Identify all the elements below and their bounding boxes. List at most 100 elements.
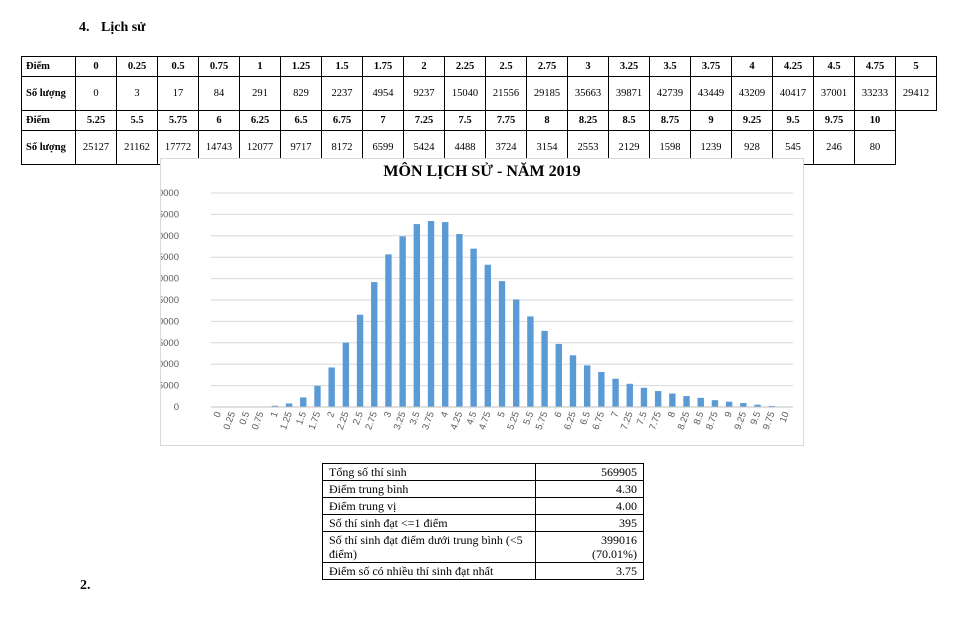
bar [442, 222, 449, 407]
x-tick-label: 9.5 [748, 410, 763, 426]
count-cell: 246 [813, 130, 855, 165]
y-tick-label: 10000 [161, 359, 179, 370]
x-tick-label: 2.25 [335, 410, 352, 431]
count-cell: 29185 [526, 76, 568, 111]
y-tick-label: 50000 [161, 188, 179, 199]
history-score-chart: MÔN LỊCH SỬ - NĂM 2019 05000100001500020… [160, 158, 804, 446]
bar [541, 330, 548, 407]
count-cell: 829 [280, 76, 322, 111]
score-cell: 8.75 [649, 110, 691, 131]
count-cell: 43209 [731, 76, 773, 111]
score-cell: 6.75 [321, 110, 363, 131]
summary-value: 399016 (70.01%) [535, 531, 644, 563]
x-tick-label: 8.25 [676, 410, 693, 431]
summary-label: Điểm trung vị [322, 497, 536, 515]
count-cell: 29412 [895, 76, 937, 111]
bar [427, 221, 435, 407]
x-tick-label: 6.25 [562, 410, 579, 431]
bar [513, 299, 520, 407]
footer-number: 2. [80, 578, 91, 593]
bar [527, 316, 534, 407]
x-tick-label: 5 [496, 410, 508, 419]
x-tick-label: 9.75 [761, 410, 778, 431]
score-cell: 7.5 [444, 110, 486, 131]
empty-cell [896, 131, 937, 165]
x-tick-label: 3 [382, 410, 394, 419]
count-cell: 3 [116, 76, 158, 111]
summary-label: Điểm số có nhiều thí sinh đạt nhất [322, 562, 536, 580]
bar [569, 355, 577, 407]
count-cell: 42739 [649, 76, 691, 111]
score-cell: 8.25 [567, 110, 609, 131]
bar [456, 234, 463, 407]
score-cell: 3.5 [649, 56, 691, 77]
bar [271, 405, 279, 407]
bar [654, 391, 662, 407]
score-cell: 10 [854, 110, 896, 131]
count-cell: 33233 [854, 76, 896, 111]
x-tick-label: 9 [723, 410, 735, 419]
x-tick-label: 3.75 [420, 410, 437, 431]
score-row: Điểm 5.25 5.5 5.75 6 6.25 6.5 6.75 7 7.25 7.5 7.75 8… [21, 110, 937, 131]
bar [711, 400, 719, 407]
x-tick-label: 0.25 [221, 410, 238, 431]
bar [300, 397, 307, 407]
x-tick-label: 4.25 [449, 410, 466, 431]
summary-row: Điểm trung vị 4.00 [322, 497, 644, 515]
score-cell: 0 [75, 56, 117, 77]
x-tick-label: 1.75 [307, 410, 324, 431]
score-cell: 2.5 [485, 56, 527, 77]
empty-cell [896, 111, 937, 131]
bar [697, 397, 704, 407]
bar [413, 224, 421, 407]
score-cell: 2.25 [444, 56, 486, 77]
x-tick-label: 7.5 [635, 410, 650, 426]
count-cell: 291 [239, 76, 281, 111]
score-cell: 8.5 [608, 110, 650, 131]
bar [640, 387, 648, 407]
bar [669, 393, 676, 407]
y-tick-label: 25000 [161, 295, 179, 306]
summary-value-number: 4.30 [616, 482, 637, 496]
bar [555, 343, 562, 407]
summary-row: Điểm số có nhiều thí sinh đạt nhất 3.75 [322, 562, 644, 580]
x-tick-label: 3.25 [392, 410, 409, 431]
count-cell: 21162 [116, 130, 158, 165]
count-cell: 17 [157, 76, 199, 111]
y-tick-label: 5000 [161, 381, 179, 392]
summary-value-number: 399016 [601, 533, 637, 547]
bar [498, 281, 506, 407]
x-tick-label: 7.25 [619, 410, 636, 431]
summary-value: 395 [535, 514, 644, 532]
bar [399, 236, 406, 407]
score-cell: 4.75 [854, 56, 896, 77]
bar [470, 248, 477, 407]
score-cell: 6.5 [280, 110, 322, 131]
score-cell: 9.25 [731, 110, 773, 131]
x-tick-label: 8 [666, 410, 678, 419]
score-cell: 1.75 [362, 56, 404, 77]
summary-row: Tổng số thí sinh 569905 [322, 463, 644, 481]
summary-value-number: 569905 [601, 465, 637, 479]
row-header: Số lượng [21, 76, 76, 111]
bar [385, 254, 392, 407]
summary-value-number: 3.75 [616, 564, 637, 578]
row-header: Điểm [21, 56, 76, 77]
row-header: Điểm [21, 110, 76, 131]
count-cell: 35663 [567, 76, 609, 111]
chart-title: MÔN LỊCH SỬ - NĂM 2019 [383, 163, 581, 180]
score-cell: 6 [198, 110, 240, 131]
y-tick-label: 30000 [161, 274, 179, 285]
row-header: Số lượng [21, 130, 76, 165]
score-cell: 7 [362, 110, 404, 131]
score-cell: 9.75 [813, 110, 855, 131]
y-tick-label: 40000 [161, 231, 179, 242]
x-tick-label: 7.75 [647, 410, 664, 431]
score-cell: 1 [239, 56, 281, 77]
bar [612, 378, 619, 407]
summary-label: Tổng số thí sinh [322, 463, 536, 481]
x-tick-label: 1 [269, 410, 281, 419]
y-tick-label: 20000 [161, 316, 179, 327]
chart-plot: 0 5000 10000 15000 20000 25000 30000 35000 40000… [161, 188, 793, 431]
score-cell: 3.25 [608, 56, 650, 77]
